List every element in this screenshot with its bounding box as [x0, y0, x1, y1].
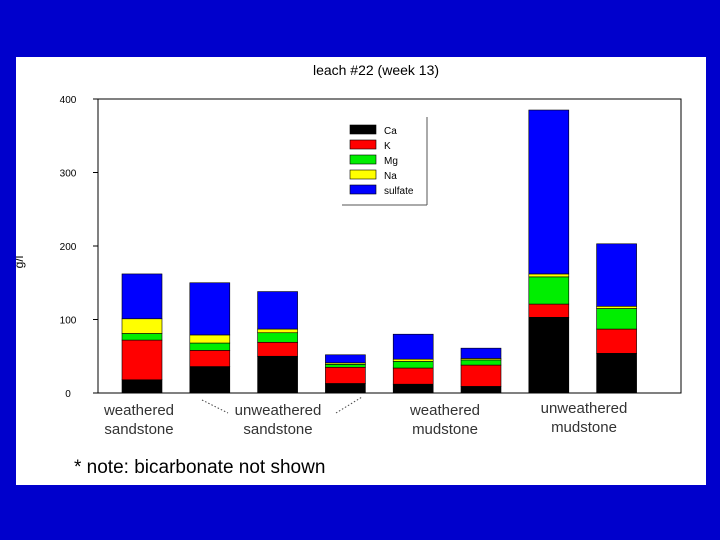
y-axis: 0 100 200 300 400 [60, 95, 98, 400]
bar-segment [257, 355, 298, 394]
bar-segment [121, 273, 163, 320]
legend-entry: Na [384, 171, 397, 182]
group-label-line: sandstone [104, 421, 174, 438]
bar-segment [189, 334, 231, 344]
bar-segment [392, 367, 434, 385]
bar-segment [325, 364, 366, 368]
y-tick-label: 400 [60, 95, 77, 106]
bar-segment [460, 359, 502, 366]
bar-segment [121, 379, 163, 394]
bar-segment [392, 361, 434, 369]
bar-segment [189, 342, 231, 351]
bar-segment [460, 386, 502, 394]
bar-segment [121, 339, 163, 381]
bar-segment [596, 353, 637, 394]
bar-segment [325, 366, 366, 384]
legend-entry: Mg [384, 156, 398, 167]
legend-swatch [349, 169, 377, 180]
bar-segment [121, 318, 163, 334]
group-label-line: mudstone [551, 419, 617, 436]
legend: Ca K Mg Na sulfate [342, 117, 428, 206]
stacked-bar-chart: leach #22 (week 13) 0 100 200 300 400 g/l Ca… [16, 62, 682, 414]
bar-segment [596, 243, 637, 307]
bar-segment [392, 358, 434, 362]
bar-segment [528, 276, 570, 305]
legend-swatch [349, 154, 377, 165]
bar-segment [596, 305, 637, 309]
group-label-line: weathered [103, 402, 175, 419]
bar-segment [528, 109, 570, 275]
y-tick-label: 300 [60, 169, 77, 180]
group-label-unweathered-mudstone: unweathered mudstone [519, 399, 649, 437]
bar-segment [189, 366, 231, 394]
bars [121, 109, 637, 394]
legend-swatch [349, 139, 377, 150]
bar-segment [528, 316, 570, 394]
bar-segment [528, 303, 570, 318]
y-axis-label: g/l [16, 256, 26, 269]
bar-segment [325, 383, 366, 394]
chart-title: leach #22 (week 13) [313, 62, 439, 78]
group-label-unweathered-sandstone: unweathered sandstone [213, 401, 343, 439]
y-tick-label: 200 [60, 242, 77, 253]
legend-swatch [349, 124, 377, 135]
group-brackets [201, 396, 363, 414]
legend-entry: K [384, 141, 391, 152]
bar-segment [392, 333, 434, 360]
bar-segment [189, 350, 231, 367]
bar-segment [392, 383, 434, 394]
legend-entry: sulfate [384, 186, 414, 197]
slide-panel: leach #22 (week 13) 0 100 200 300 400 g/l Ca… [16, 57, 706, 485]
bar-segment [121, 333, 163, 341]
bar-segment [257, 332, 298, 343]
group-label-line: mudstone [412, 421, 478, 438]
bar-segment [257, 291, 298, 330]
bracket-line [335, 396, 363, 414]
footnote: * note: bicarbonate not shown [74, 457, 326, 478]
group-label-line: unweathered [234, 402, 322, 419]
bar-segment [460, 364, 502, 387]
group-label-weathered-sandstone: weathered sandstone [74, 401, 204, 439]
legend-entry: Ca [384, 126, 397, 137]
bar-segment [596, 308, 637, 330]
group-label-line: unweathered [540, 400, 628, 417]
y-tick-label: 100 [60, 316, 77, 327]
bar-segment [596, 328, 637, 354]
bar-segment [257, 328, 298, 334]
group-label-weathered-mudstone: weathered mudstone [380, 401, 510, 439]
bar-segment [325, 354, 366, 364]
legend-swatch [349, 184, 377, 195]
bar-segment [460, 347, 502, 359]
y-tick-label: 0 [65, 389, 71, 400]
bar-segment [528, 273, 570, 278]
group-label-line: weathered [409, 402, 481, 419]
bar-segment [189, 282, 231, 336]
group-label-line: sandstone [243, 421, 313, 438]
bracket-line [201, 399, 229, 414]
bar-segment [257, 341, 298, 357]
